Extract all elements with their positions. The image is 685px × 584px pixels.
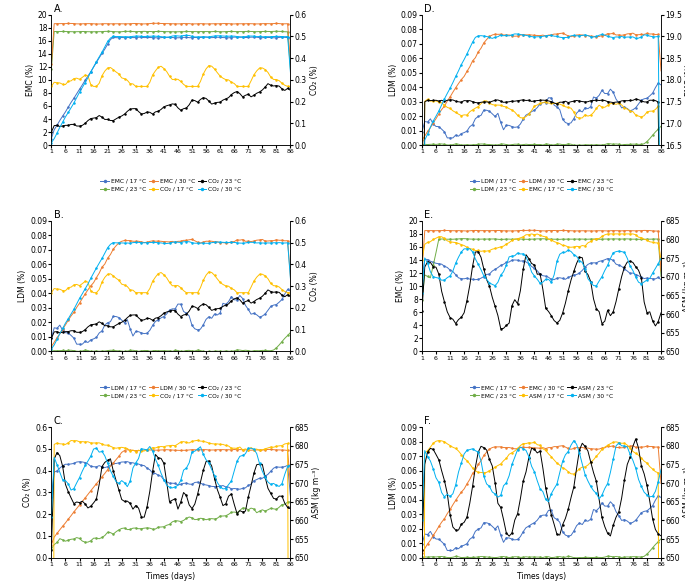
Y-axis label: LDM (%): LDM (%) (18, 270, 27, 303)
Legend: LDM / 17 °C, LDM / 23 °C, LDM / 30 °C, CO₂ / 17 °C, CO₂ / 23 °C, CO₂ / 30 °C: LDM / 17 °C, LDM / 23 °C, LDM / 30 °C, C… (101, 385, 241, 398)
Y-axis label: LDM (%): LDM (%) (389, 64, 398, 96)
Text: A.: A. (53, 4, 63, 14)
Y-axis label: ASM (kg m⁻³): ASM (kg m⁻³) (682, 260, 685, 312)
Y-axis label: ASM (kg m⁻³): ASM (kg m⁻³) (682, 467, 685, 518)
Y-axis label: LDM (%): LDM (%) (389, 477, 398, 509)
Text: D.: D. (424, 4, 435, 14)
X-axis label: Times (days): Times (days) (147, 572, 195, 582)
Y-axis label: EMC (%): EMC (%) (397, 270, 406, 303)
Y-axis label: CO₂ (%): CO₂ (%) (310, 272, 319, 301)
Y-axis label: EMC (%): EMC (%) (26, 64, 35, 96)
Y-axis label: CO₂ (%): CO₂ (%) (310, 65, 319, 95)
X-axis label: Times (days): Times (days) (517, 572, 566, 582)
Text: C.: C. (53, 416, 64, 426)
Text: F.: F. (424, 416, 432, 426)
Y-axis label: CO₂ (%): CO₂ (%) (23, 478, 32, 507)
Text: B.: B. (53, 210, 64, 220)
Legend: EMC / 17 °C, EMC / 23 °C, EMC / 30 °C, ASM / 17 °C, ASM / 23 °C, ASM / 30 °C: EMC / 17 °C, EMC / 23 °C, EMC / 30 °C, A… (470, 385, 613, 398)
Legend: LDM / 17 °C, LDM / 23 °C, LDM / 30 °C, EMC / 17 °C, EMC / 23 °C, EMC / 30 °C: LDM / 17 °C, LDM / 23 °C, LDM / 30 °C, E… (470, 179, 613, 192)
Legend: EMC / 17 °C, EMC / 23 °C, EMC / 30 °C, CO₂ / 17 °C, CO₂ / 23 °C, CO₂ / 30 °C: EMC / 17 °C, EMC / 23 °C, EMC / 30 °C, C… (101, 179, 241, 192)
Text: E.: E. (424, 210, 434, 220)
Y-axis label: ASM (kg m⁻³): ASM (kg m⁻³) (312, 467, 321, 518)
